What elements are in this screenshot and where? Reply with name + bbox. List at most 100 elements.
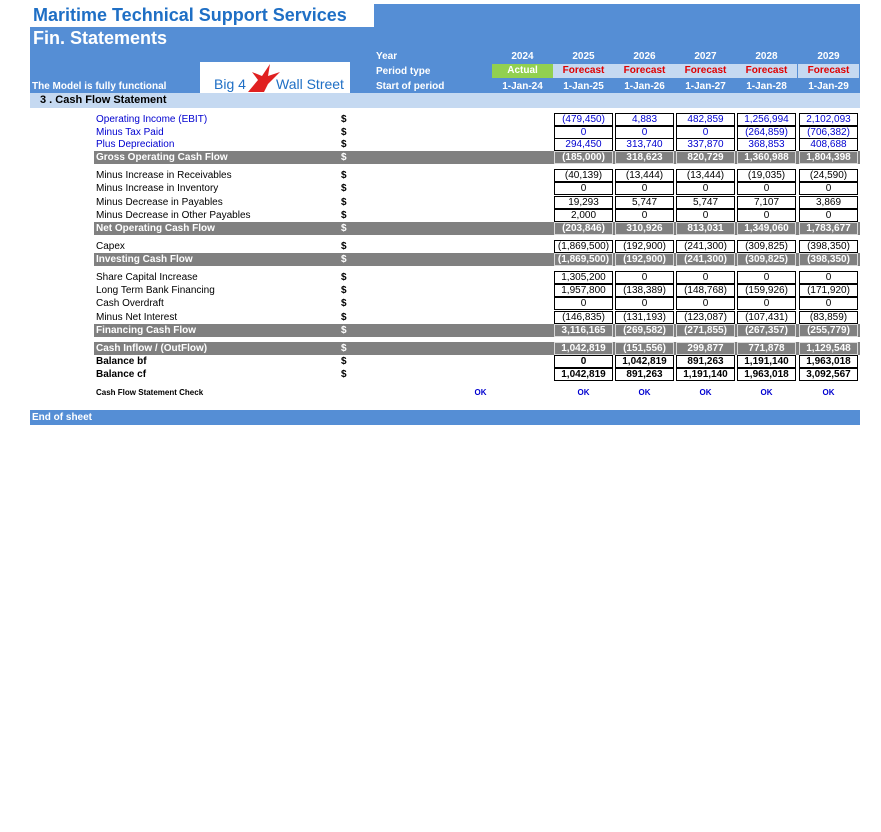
- logo-left: Big 4: [214, 76, 246, 92]
- logo: Big 4 Wall Street: [200, 62, 350, 94]
- cell: (13,444): [615, 169, 674, 182]
- check-value: OK: [760, 388, 773, 397]
- cell: (267,357): [737, 324, 796, 337]
- row-label: Minus Decrease in Payables: [96, 197, 223, 208]
- footer: End of sheet: [32, 412, 93, 423]
- cell: (148,768): [676, 284, 735, 297]
- start-date: 1-Jan-26: [624, 81, 665, 92]
- cell: 0: [737, 209, 796, 222]
- period-type: Forecast: [798, 64, 859, 78]
- cell: 2,000: [554, 209, 613, 222]
- cell: 1,042,819: [554, 342, 613, 355]
- cell: 0: [554, 182, 613, 195]
- year: 2026: [633, 51, 656, 62]
- cell: 1,360,988: [737, 151, 796, 164]
- year: 2025: [572, 51, 595, 62]
- row-unit: $: [341, 223, 347, 234]
- header-row-label: Period type: [376, 66, 431, 77]
- row-unit: $: [341, 197, 347, 208]
- row-unit: $: [341, 298, 347, 309]
- subtitle: Fin. Statements: [33, 28, 168, 48]
- row-label: Share Capital Increase: [96, 272, 198, 283]
- period-type: Forecast: [614, 64, 675, 78]
- row-label: Investing Cash Flow: [96, 254, 193, 265]
- cell: 813,031: [676, 222, 735, 235]
- cell: (40,139): [554, 169, 613, 182]
- row-label: Financing Cash Flow: [96, 325, 197, 336]
- cell: (309,825): [737, 253, 796, 266]
- row-label: Net Operating Cash Flow: [96, 223, 215, 234]
- cell: (269,582): [615, 324, 674, 337]
- header-row-label: Start of period: [376, 81, 445, 92]
- row-unit: $: [341, 170, 347, 181]
- cell: 891,263: [615, 368, 674, 381]
- cell: (19,035): [737, 169, 796, 182]
- cell: 3,869: [799, 196, 858, 209]
- cell: 0: [615, 271, 674, 284]
- start-date: 1-Jan-27: [685, 81, 726, 92]
- cell: 5,747: [615, 196, 674, 209]
- cell: (255,779): [799, 324, 858, 337]
- row-unit: $: [341, 152, 347, 163]
- section-band: [30, 93, 860, 108]
- cell: (241,300): [676, 253, 735, 266]
- cell: 3,116,165: [554, 324, 613, 337]
- cell: 0: [615, 297, 674, 310]
- cell: 0: [799, 297, 858, 310]
- row-label: Minus Tax Paid: [96, 127, 164, 138]
- cell: 318,623: [615, 151, 674, 164]
- cell: 820,729: [676, 151, 735, 164]
- cell: (271,855): [676, 324, 735, 337]
- cell: 294,450: [554, 138, 613, 151]
- row-unit: $: [341, 343, 347, 354]
- year: 2029: [817, 51, 840, 62]
- cell: 771,878: [737, 342, 796, 355]
- cell: (192,900): [615, 253, 674, 266]
- cell: 1,963,018: [799, 355, 858, 368]
- row-label: Balance cf: [96, 369, 147, 380]
- cell: 337,870: [676, 138, 735, 151]
- header-band: [374, 4, 860, 28]
- cell: (107,431): [737, 311, 796, 324]
- cell: (159,926): [737, 284, 796, 297]
- period-type: Forecast: [675, 64, 736, 78]
- row-label: Plus Depreciation: [96, 139, 175, 150]
- cell: 408,688: [799, 138, 858, 151]
- cell: (192,900): [615, 240, 674, 253]
- year: 2024: [511, 51, 534, 62]
- period-type: Actual: [492, 64, 553, 78]
- cell: (309,825): [737, 240, 796, 253]
- row-unit: $: [341, 272, 347, 283]
- row-label: Cash Inflow / (OutFlow): [96, 343, 208, 354]
- row-label: Minus Increase in Inventory: [96, 183, 219, 194]
- cell: 1,963,018: [737, 368, 796, 381]
- total-band: [94, 253, 860, 266]
- row-unit: $: [341, 114, 347, 125]
- check-value: OK: [822, 388, 835, 397]
- total-band: [94, 222, 860, 235]
- cell: (398,350): [799, 240, 858, 253]
- check-value: OK: [699, 388, 712, 397]
- cell: 5,747: [676, 196, 735, 209]
- cell: 0: [799, 182, 858, 195]
- cell: 1,256,994: [737, 113, 796, 126]
- row-unit: $: [341, 241, 347, 252]
- cell: 299,877: [676, 342, 735, 355]
- row-unit: $: [341, 254, 347, 265]
- cell: 1,783,677: [799, 222, 858, 235]
- row-unit: $: [341, 210, 347, 221]
- row-label: Capex: [96, 241, 125, 252]
- row-label: Minus Increase in Receivables: [96, 170, 232, 181]
- check-value: OK: [474, 388, 487, 397]
- row-unit: $: [341, 312, 347, 323]
- header-row-label: Year: [376, 51, 398, 62]
- section-title: 3 . Cash Flow Statement: [40, 94, 167, 106]
- cell: 1,191,140: [676, 368, 735, 381]
- cell: (151,556): [615, 342, 674, 355]
- cell: (24,590): [799, 169, 858, 182]
- cell: (138,389): [615, 284, 674, 297]
- title: Maritime Technical Support Services: [33, 5, 347, 25]
- cell: 0: [737, 271, 796, 284]
- start-date: 1-Jan-28: [746, 81, 787, 92]
